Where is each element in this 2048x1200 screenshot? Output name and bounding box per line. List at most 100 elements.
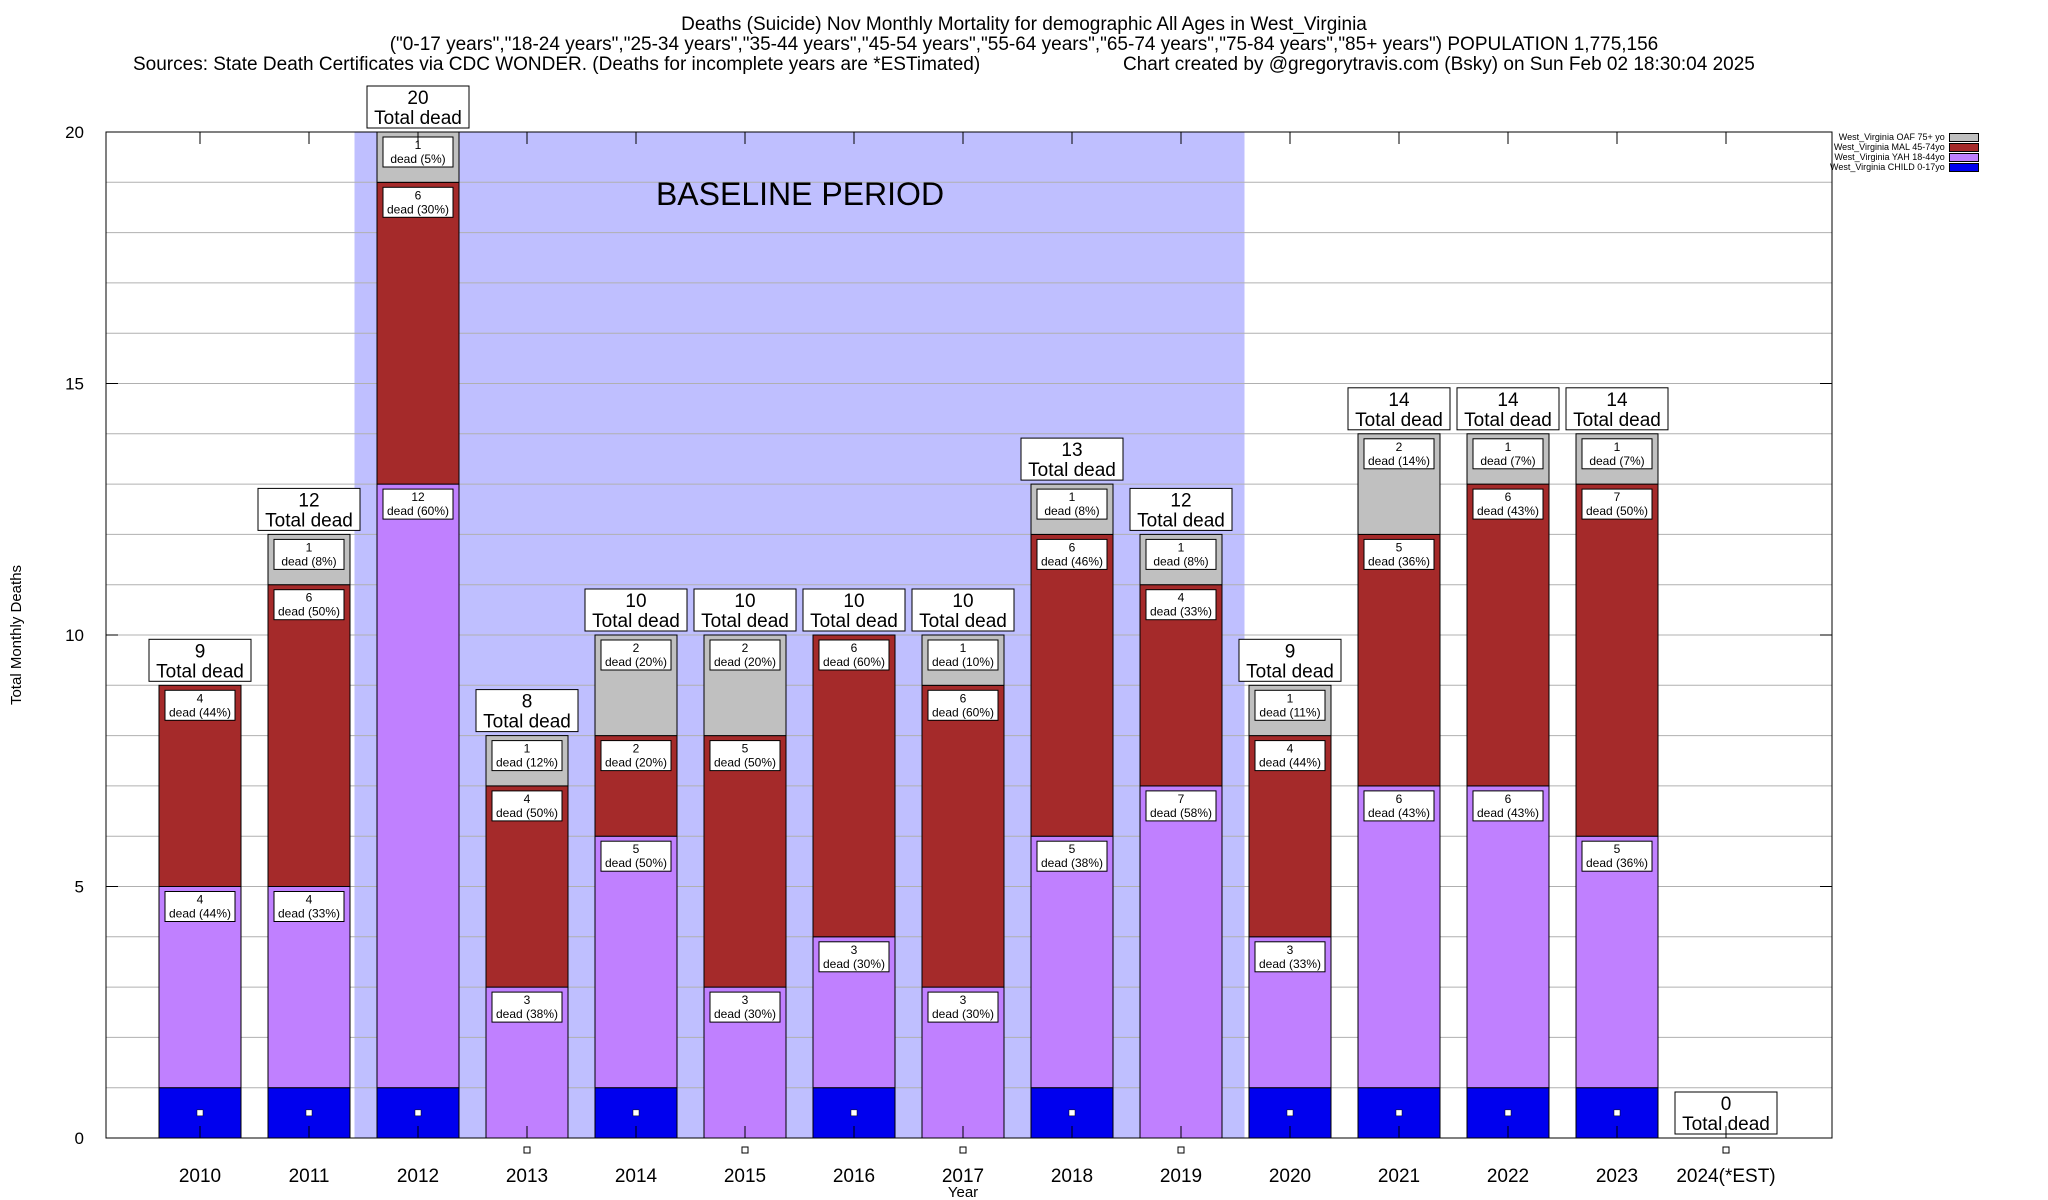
total-value: 12: [298, 490, 319, 511]
segment-label-box: [164, 689, 236, 721]
x-tick-label: 2013: [506, 1166, 548, 1187]
total-label-box: [911, 588, 1015, 632]
segment-label-pct: dead (50%): [605, 856, 667, 870]
bar-segment-mal: [1466, 483, 1550, 787]
bar-segment-mal: [921, 684, 1005, 988]
segment-label-pct: dead (44%): [1259, 756, 1321, 770]
segment-label-pct: dead (50%): [714, 756, 776, 770]
chart-title: Deaths (Suicide) Nov Monthly Mortality f…: [681, 14, 1367, 35]
total-label-box: [257, 487, 361, 531]
total-value: 10: [625, 591, 646, 612]
segment-label-pct: dead (36%): [1586, 856, 1648, 870]
segment-label-pct: dead (46%): [1041, 554, 1103, 568]
legend-label: West_Virginia YAH 18-44yo: [1834, 152, 1945, 162]
segment-label-pct: dead (30%): [387, 202, 449, 216]
segment-label-count: 1: [415, 138, 422, 152]
segment-label-box: [927, 991, 999, 1023]
segment-label-box: [382, 186, 454, 218]
total-label-box: [1565, 387, 1669, 431]
legend-label: West_Virginia OAF 75+ yo: [1838, 132, 1945, 142]
x-tick-label: 2024(*EST): [1676, 1166, 1775, 1187]
segment-label-count: 3: [960, 993, 967, 1007]
segment-label-box: [1254, 941, 1326, 973]
child-marker-empty: [1722, 1146, 1730, 1154]
segment-label-count: 3: [851, 943, 858, 957]
child-marker: [1395, 1109, 1403, 1117]
segment-label-box: [818, 639, 890, 671]
segment-label-pct: dead (50%): [278, 605, 340, 619]
x-tick-label: 2015: [724, 1166, 766, 1187]
child-marker: [414, 1109, 422, 1117]
segment-label-count: 4: [524, 792, 531, 806]
segment-label-box: [1254, 689, 1326, 721]
segment-label-box: [1363, 538, 1435, 570]
child-marker-empty: [1177, 1146, 1185, 1154]
segment-label-pct: dead (8%): [1153, 554, 1208, 568]
total-label-text: Total dead: [1355, 410, 1443, 431]
child-marker-empty: [741, 1146, 749, 1154]
segment-label-box: [600, 639, 672, 671]
segment-label-pct: dead (50%): [1586, 504, 1648, 518]
x-tick-label: 2018: [1051, 1166, 1093, 1187]
chart-legend: West_Virginia OAF 75+ yo West_Virginia MA…: [1830, 132, 1979, 172]
baseline-period-label: BASELINE PERIOD: [656, 176, 944, 212]
segment-label-pct: dead (38%): [1041, 856, 1103, 870]
x-tick-label: 2014: [615, 1166, 658, 1187]
segment-label-count: 1: [1505, 440, 1512, 454]
child-marker-empty: [959, 1146, 967, 1154]
total-value: 13: [1061, 440, 1082, 461]
segment-label-pct: dead (30%): [932, 1007, 994, 1021]
segment-label-box: [273, 538, 345, 570]
segment-label-count: 6: [960, 691, 967, 705]
legend-swatch: [1948, 152, 1979, 162]
segment-label-box: [491, 740, 563, 772]
segment-label-count: 6: [1396, 792, 1403, 806]
bar-segment-mal: [267, 584, 351, 887]
segment-label-pct: dead (7%): [1589, 454, 1644, 468]
segment-label-box: [1036, 538, 1108, 570]
total-value: 12: [1170, 490, 1191, 511]
x-tick-label: 2022: [1487, 1166, 1529, 1187]
segment-label-box: [1581, 840, 1653, 872]
legend-item: West_Virginia MAL 45-74yo: [1830, 142, 1979, 152]
total-label-box: [148, 638, 252, 682]
child-marker-empty: [523, 1146, 531, 1154]
legend-item: West_Virginia OAF 75+ yo: [1830, 132, 1979, 142]
segment-label-box: [709, 639, 781, 671]
segment-label-pct: dead (43%): [1368, 806, 1430, 820]
legend-swatch: [1948, 132, 1979, 142]
total-label-box: [475, 689, 579, 733]
total-label-box: [693, 588, 797, 632]
segment-label-pct: dead (33%): [278, 907, 340, 921]
segment-label-box: [1036, 840, 1108, 872]
segment-label-box: [709, 740, 781, 772]
segment-label-pct: dead (38%): [496, 1007, 558, 1021]
segment-label-count: 7: [1614, 490, 1621, 504]
segment-label-count: 6: [1505, 490, 1512, 504]
segment-label-box: [1145, 538, 1217, 570]
segment-label-count: 3: [524, 993, 531, 1007]
segment-label-pct: dead (20%): [714, 655, 776, 669]
segment-label-pct: dead (36%): [1368, 554, 1430, 568]
segment-label-count: 5: [633, 842, 640, 856]
legend-item: West_Virginia YAH 18-44yo: [1830, 152, 1979, 162]
segment-label-pct: dead (14%): [1368, 454, 1430, 468]
total-label-text: Total dead: [919, 611, 1007, 632]
y-tick-label: 5: [75, 878, 84, 897]
segment-label-count: 7: [1178, 792, 1185, 806]
bar-segment-yah: [594, 835, 678, 1089]
segment-label-pct: dead (20%): [605, 756, 667, 770]
bar-segment-yah: [1357, 785, 1441, 1089]
total-label-text: Total dead: [1137, 510, 1225, 531]
legend-label: West_Virginia MAL 45-74yo: [1833, 142, 1945, 152]
chart-credit: Chart created by @gregorytravis.com (Bsk…: [1123, 54, 1755, 75]
segment-label-count: 5: [742, 742, 749, 756]
segment-label-pct: dead (60%): [932, 705, 994, 719]
segment-label-pct: dead (60%): [387, 504, 449, 518]
segment-label-count: 6: [306, 591, 313, 605]
total-value: 0: [1721, 1094, 1732, 1115]
segment-label-box: [1036, 488, 1108, 520]
total-label-text: Total dead: [1682, 1114, 1770, 1135]
segment-label-count: 2: [633, 742, 640, 756]
